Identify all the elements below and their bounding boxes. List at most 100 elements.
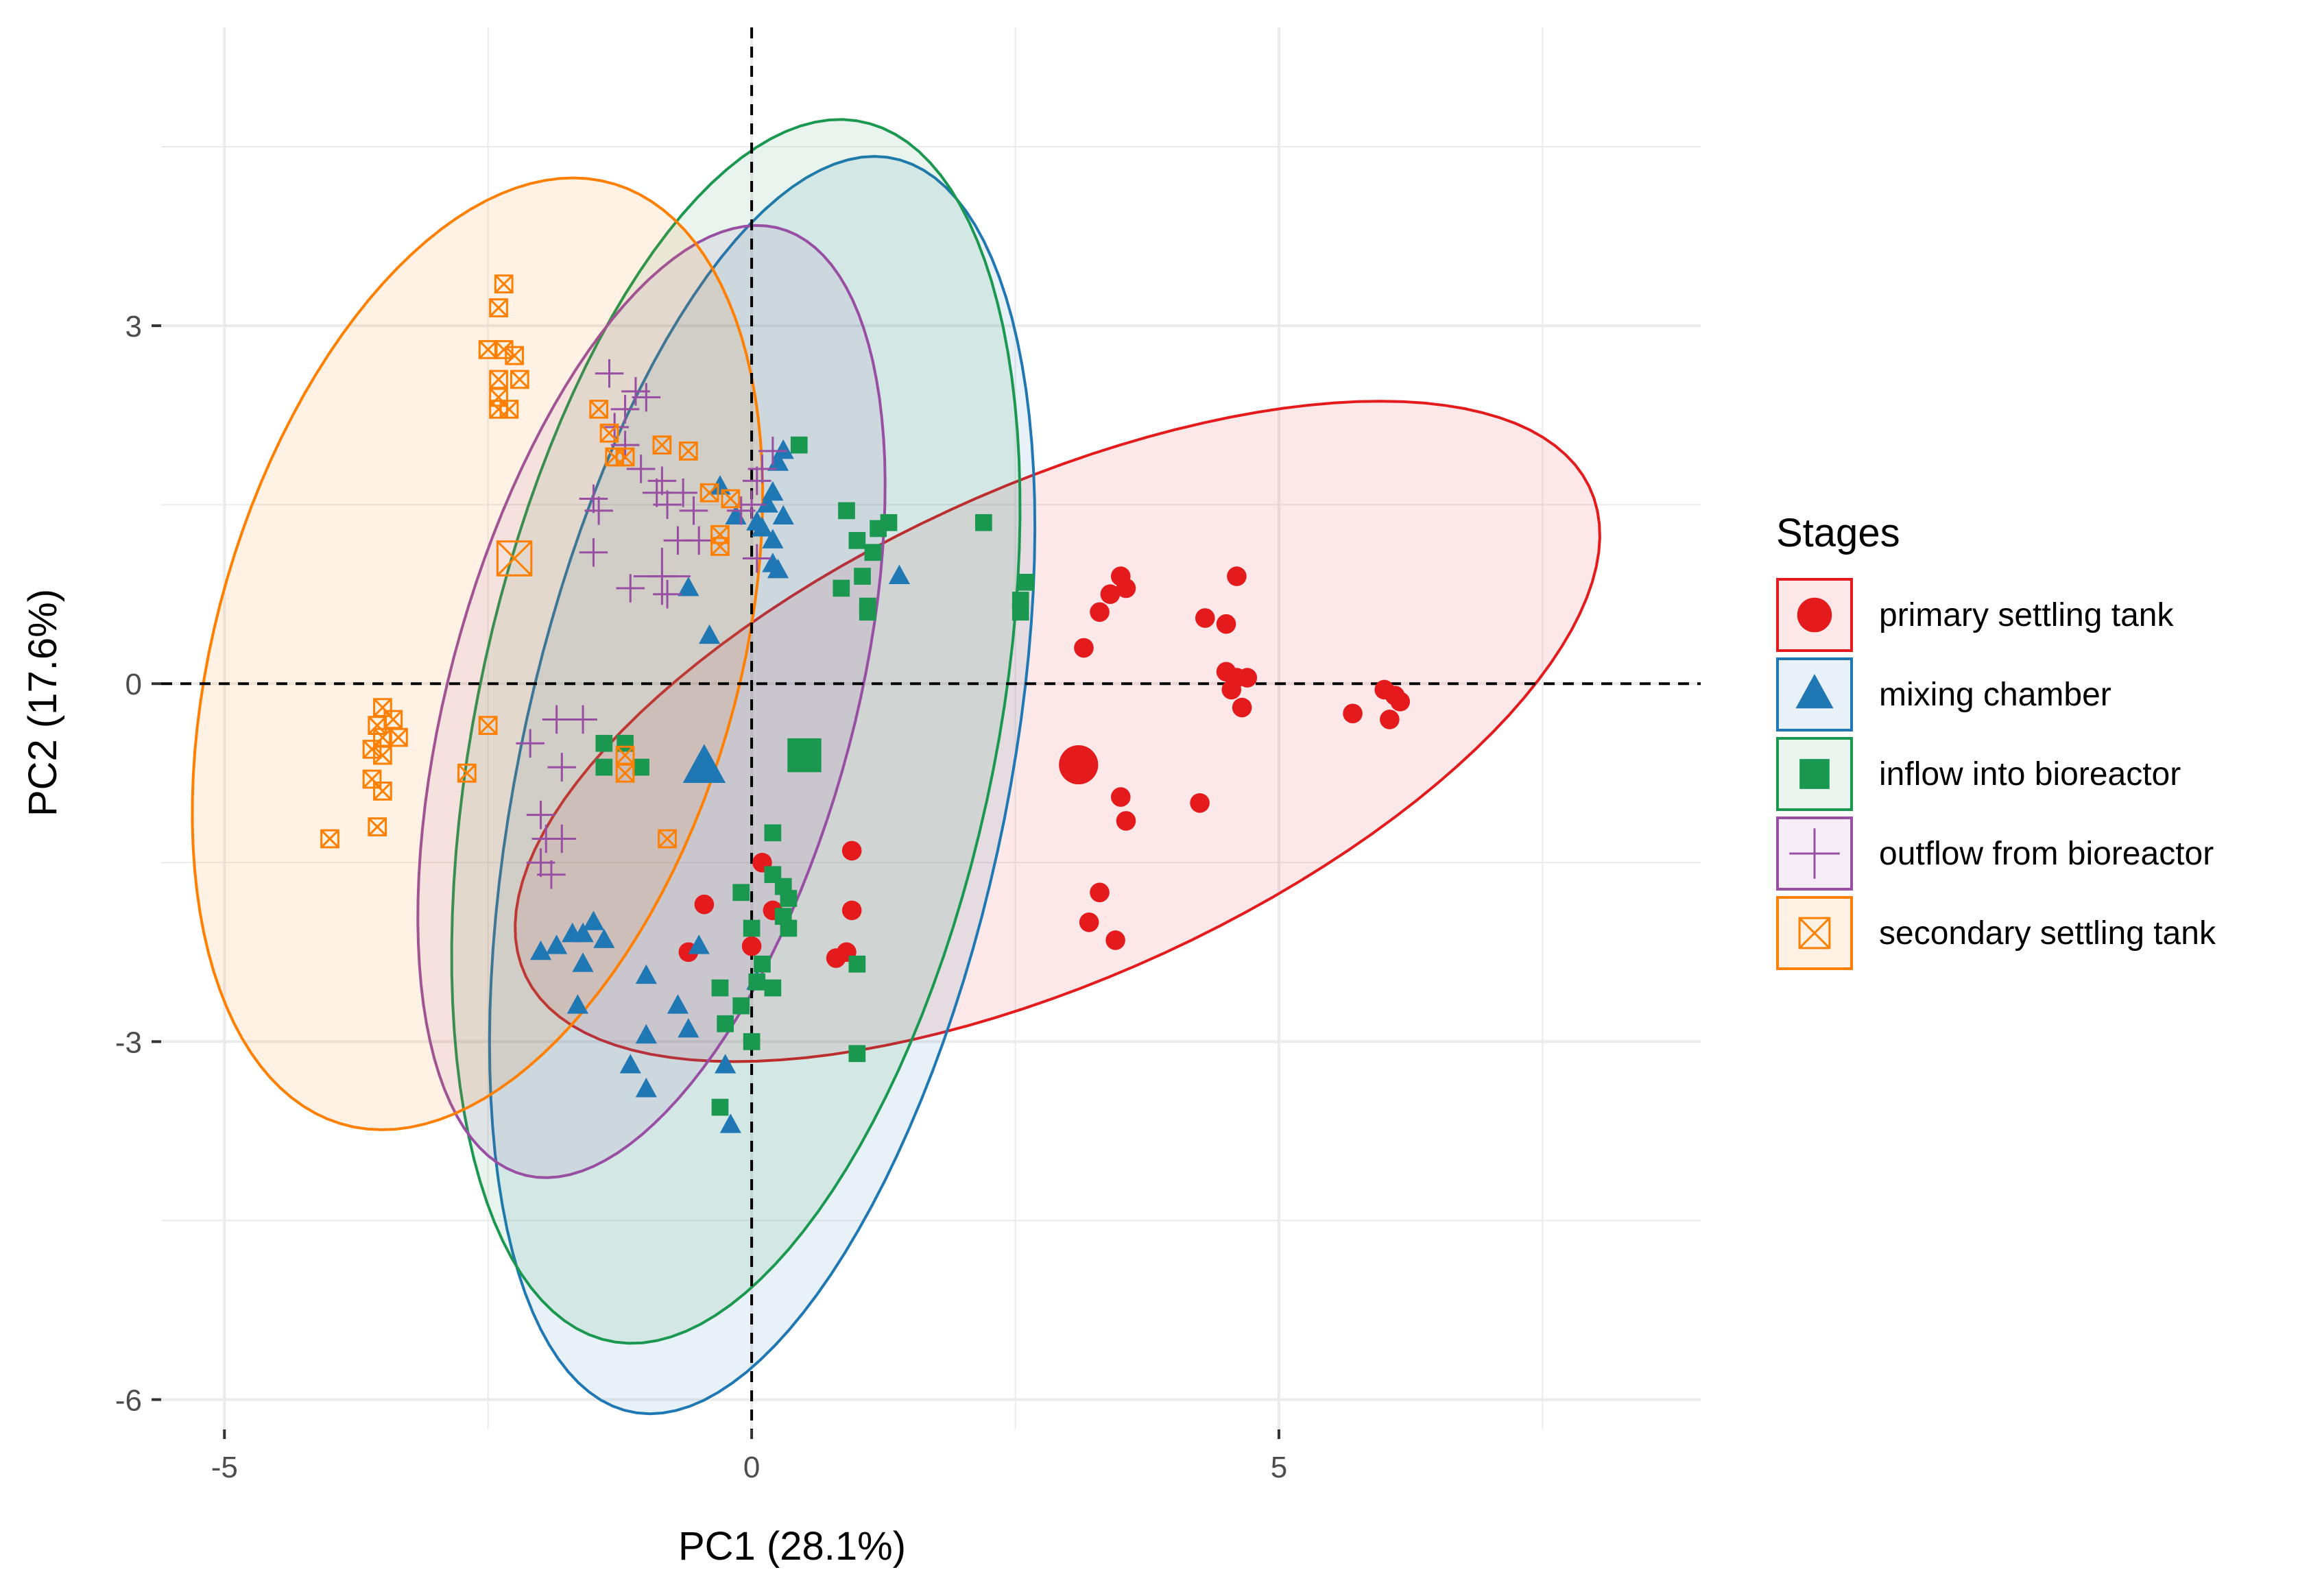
secondary-settling-tank-point bbox=[652, 435, 672, 455]
outflow-from-bioreactor-point bbox=[595, 359, 624, 388]
outflow-from-bioreactor-centroid bbox=[633, 547, 691, 605]
reference-lines bbox=[161, 27, 1701, 1429]
inflow-into-bioreactor-point bbox=[859, 603, 876, 621]
mixing-chamber-point bbox=[715, 1054, 737, 1074]
mixing-chamber-point bbox=[562, 922, 584, 943]
inflow-into-bioreactor-point bbox=[764, 979, 782, 997]
outflow-from-bioreactor-point bbox=[742, 466, 771, 496]
mixing-chamber-point bbox=[582, 910, 605, 930]
primary-settling-tank-point bbox=[1100, 584, 1121, 605]
primary-settling-tank-point bbox=[1227, 566, 1247, 586]
data-points bbox=[320, 274, 1411, 1133]
primary-settling-tank-point bbox=[1237, 668, 1258, 688]
secondary-settling-tank-point bbox=[615, 763, 635, 783]
primary-settling-tank-point bbox=[1380, 710, 1400, 729]
inflow-into-bioreactor-point bbox=[790, 436, 808, 454]
confidence-ellipses bbox=[191, 118, 1601, 1416]
secondary-settling-tank-point bbox=[699, 483, 719, 503]
secondary-settling-tank-point bbox=[373, 745, 392, 765]
mixing-chamber-point bbox=[572, 952, 594, 972]
secondary-settling-tank-point bbox=[589, 400, 608, 419]
inflow-into-bioreactor-point bbox=[838, 502, 855, 520]
secondary-settling-tank-point bbox=[320, 829, 339, 849]
mixing-chamber-point bbox=[698, 624, 721, 644]
x-axis-ticks: -5 0 5 bbox=[211, 1429, 1287, 1484]
secondary-settling-tank-centroid bbox=[496, 540, 533, 577]
inflow-into-bioreactor-point bbox=[754, 955, 771, 973]
outflow-from-bioreactor-point bbox=[526, 800, 555, 830]
y-tick-label: 3 bbox=[125, 310, 142, 343]
secondary-settling-tank-point bbox=[615, 447, 635, 467]
mixing-chamber-point bbox=[635, 1078, 657, 1098]
x-axis-label: PC1 (28.1%) bbox=[678, 1524, 906, 1569]
legend-label: secondary settling tank bbox=[1879, 915, 2216, 952]
legend-key-symbol bbox=[1798, 917, 1831, 950]
secondary-settling-tank-point bbox=[599, 423, 619, 443]
outflow-from-bioreactor-point bbox=[621, 377, 650, 406]
legend-key-symbol bbox=[1799, 759, 1830, 789]
legend-item: mixing chamber bbox=[1776, 657, 2111, 732]
primary-settling-tank-point bbox=[826, 948, 846, 968]
y-tick-label: 0 bbox=[125, 668, 142, 701]
primary-settling-tank-point bbox=[1090, 602, 1110, 622]
legend-label: primary settling tank bbox=[1879, 597, 2174, 633]
secondary-settling-tank-point bbox=[494, 274, 514, 294]
outflow-from-bioreactor-point bbox=[584, 496, 613, 525]
outflow-from-bioreactor-point bbox=[742, 544, 771, 573]
secondary-settling-tank-point bbox=[368, 817, 387, 836]
outflow-from-bioreactor-point bbox=[626, 455, 656, 483]
primary-settling-tank-point bbox=[1195, 608, 1215, 628]
primary-settling-tank-point bbox=[1390, 692, 1411, 712]
legend-item: primary settling tank bbox=[1776, 578, 2174, 652]
x-tick-label: -5 bbox=[211, 1451, 238, 1484]
inflow-into-bioreactor-point bbox=[711, 979, 729, 997]
mixing-chamber-point bbox=[667, 994, 689, 1014]
secondary-settling-tank-point bbox=[457, 763, 477, 783]
outflow-from-bioreactor-point bbox=[568, 705, 597, 734]
primary-settling-tank-point bbox=[1190, 793, 1210, 813]
inflow-into-bioreactor-point bbox=[732, 884, 750, 902]
legend-item: outflow from bioreactor bbox=[1776, 817, 2214, 891]
inflow-into-bioreactor-point bbox=[743, 1033, 761, 1050]
inflow-into-bioreactor-point bbox=[764, 824, 782, 842]
mixing-chamber-point bbox=[772, 505, 794, 525]
mixing-chamber-point bbox=[767, 558, 789, 579]
primary-settling-tank-point bbox=[1221, 679, 1242, 700]
inflow-into-bioreactor-point bbox=[848, 1045, 866, 1063]
mixing-chamber-point bbox=[593, 928, 615, 948]
mixing-chamber-ellipse bbox=[488, 155, 1037, 1416]
primary-settling-tank-point bbox=[741, 936, 762, 956]
mixing-chamber-point bbox=[762, 481, 784, 501]
outflow-from-bioreactor-point bbox=[610, 431, 640, 459]
primary-settling-tank-point bbox=[1343, 703, 1363, 724]
outflow-from-bioreactor-point bbox=[531, 824, 561, 854]
mixing-chamber-point bbox=[719, 1113, 741, 1133]
secondary-settling-tank-point bbox=[658, 829, 677, 849]
outflow-from-bioreactor-point bbox=[526, 848, 555, 878]
outflow-from-bioreactor-point bbox=[647, 466, 677, 496]
inflow-into-bioreactor-point bbox=[780, 890, 798, 907]
y-axis-ticks: -6 -3 0 3 bbox=[115, 310, 161, 1417]
inflow-into-bioreactor-point bbox=[732, 997, 750, 1015]
outflow-from-bioreactor-point bbox=[616, 574, 645, 603]
mixing-chamber-point bbox=[635, 1024, 657, 1044]
secondary-settling-tank-point bbox=[678, 442, 698, 461]
outflow-from-bioreactor-point bbox=[653, 579, 682, 609]
mixing-chamber-point bbox=[678, 577, 699, 596]
primary-settling-tank-point bbox=[841, 900, 862, 921]
inflow-into-bioreactor-point bbox=[780, 919, 798, 937]
inflow-into-bioreactor-point bbox=[711, 1098, 729, 1116]
legend-item: inflow into bioreactor bbox=[1776, 737, 2181, 811]
primary-settling-tank-point bbox=[1216, 614, 1236, 634]
inflow-into-bioreactor-point bbox=[848, 532, 866, 549]
mixing-chamber-point bbox=[678, 1018, 699, 1038]
legend-label: mixing chamber bbox=[1879, 677, 2111, 713]
inflow-into-bioreactor-point bbox=[717, 1015, 734, 1032]
outflow-from-bioreactor-point bbox=[632, 383, 661, 412]
outflow-from-bioreactor-point bbox=[610, 395, 640, 424]
primary-settling-tank-point bbox=[1232, 697, 1252, 718]
outflow-from-bioreactor-point bbox=[579, 537, 608, 567]
legend-key-symbol bbox=[1789, 828, 1840, 879]
outflow-from-bioreactor-point bbox=[726, 496, 756, 525]
